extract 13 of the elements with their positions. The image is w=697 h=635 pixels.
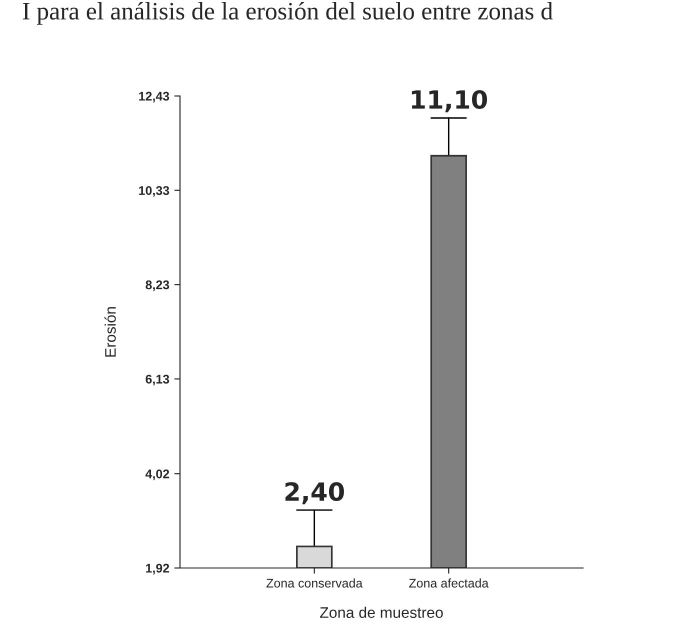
y-tick-label: 1,92 <box>146 564 170 574</box>
x-axis-title: Zona de muestreo <box>320 606 443 618</box>
y-tick-label: 10,33 <box>139 186 170 197</box>
data-label: 2,40 <box>285 482 344 504</box>
y-tick-label: 8,23 <box>146 280 170 292</box>
y-axis-title: Erosión <box>104 307 116 357</box>
x-tick-label: Zona conservada <box>266 578 363 588</box>
x-tick-label: Zona afectada <box>409 578 489 588</box>
y-tick-label: 4,02 <box>145 469 170 480</box>
y-tick-label: 6,13 <box>146 374 170 386</box>
data-label: 11,10 <box>412 90 488 112</box>
chart-title: I para el análisis de la erosión del suelo entre zonas d <box>22 2 553 25</box>
y-tick-label: 12,43 <box>139 92 170 102</box>
